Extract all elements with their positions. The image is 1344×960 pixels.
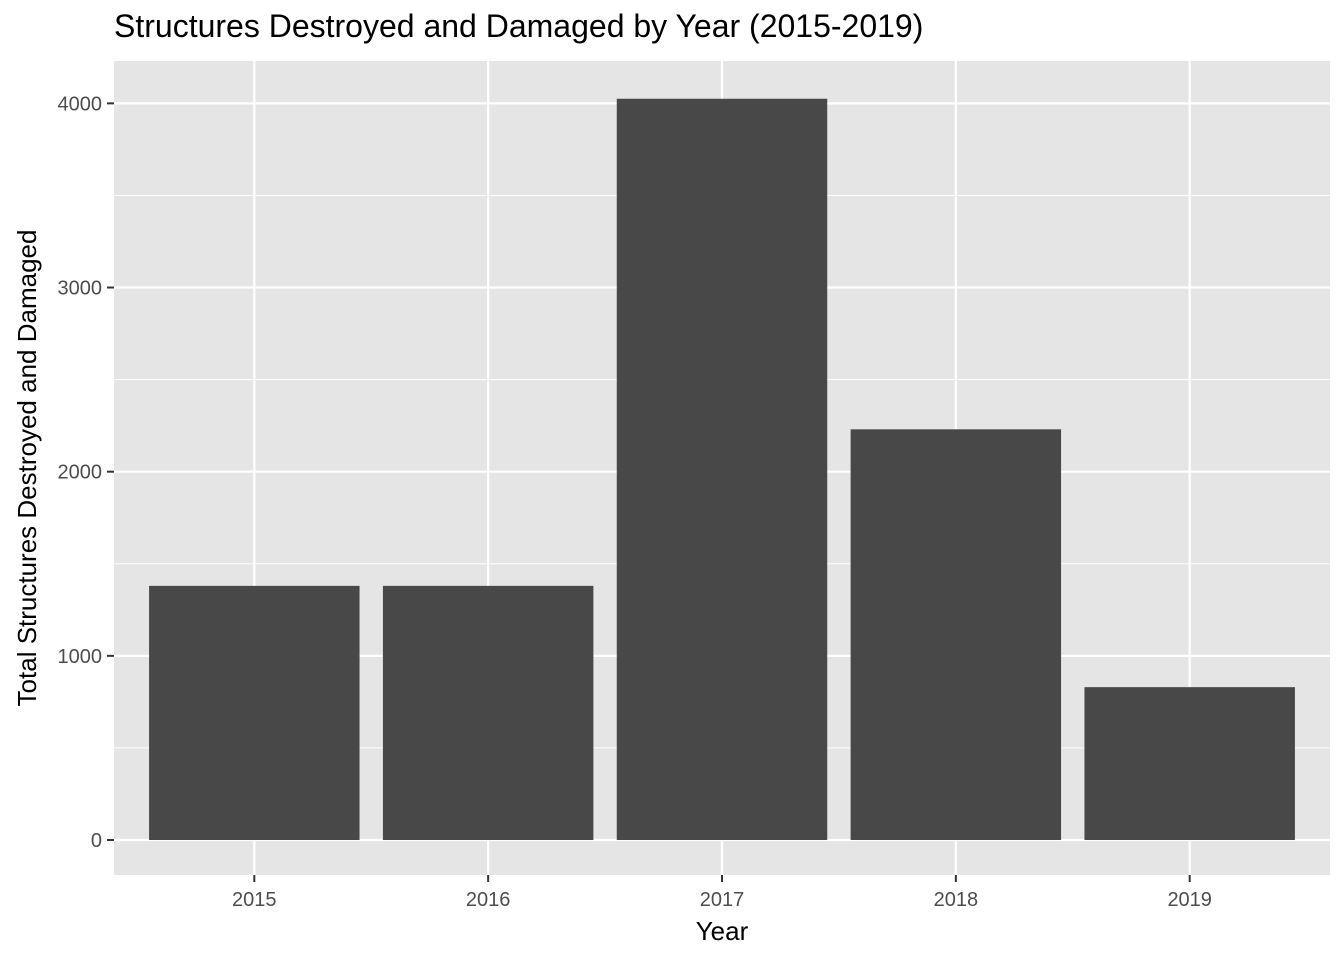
bar-2019 (1084, 687, 1295, 841)
y-tick-label: 4000 (58, 93, 103, 115)
bars (149, 98, 1295, 841)
bar-2018 (850, 429, 1062, 841)
x-axis-title: Year (696, 916, 749, 946)
bar-2017 (616, 98, 828, 841)
x-tick-label: 2018 (934, 889, 979, 911)
y-axis: 0 1000 2000 3000 4000 (58, 93, 114, 852)
y-tick-label: 3000 (58, 278, 103, 300)
x-tick-label: 2017 (700, 889, 745, 911)
x-tick-label: 2019 (1167, 889, 1212, 911)
bar-2016 (382, 585, 594, 841)
y-axis-title: Total Structures Destroyed and Damaged (12, 230, 42, 707)
x-axis: 2015 2016 2017 2018 2019 (232, 875, 1212, 911)
x-tick-label: 2016 (466, 889, 511, 911)
y-tick-label: 1000 (58, 646, 103, 668)
y-tick-label: 0 (91, 830, 102, 852)
chart-title: Structures Destroyed and Damaged by Year… (114, 8, 924, 44)
x-tick-label: 2015 (232, 889, 277, 911)
bar-2015 (149, 585, 360, 841)
y-tick-label: 2000 (58, 462, 103, 484)
